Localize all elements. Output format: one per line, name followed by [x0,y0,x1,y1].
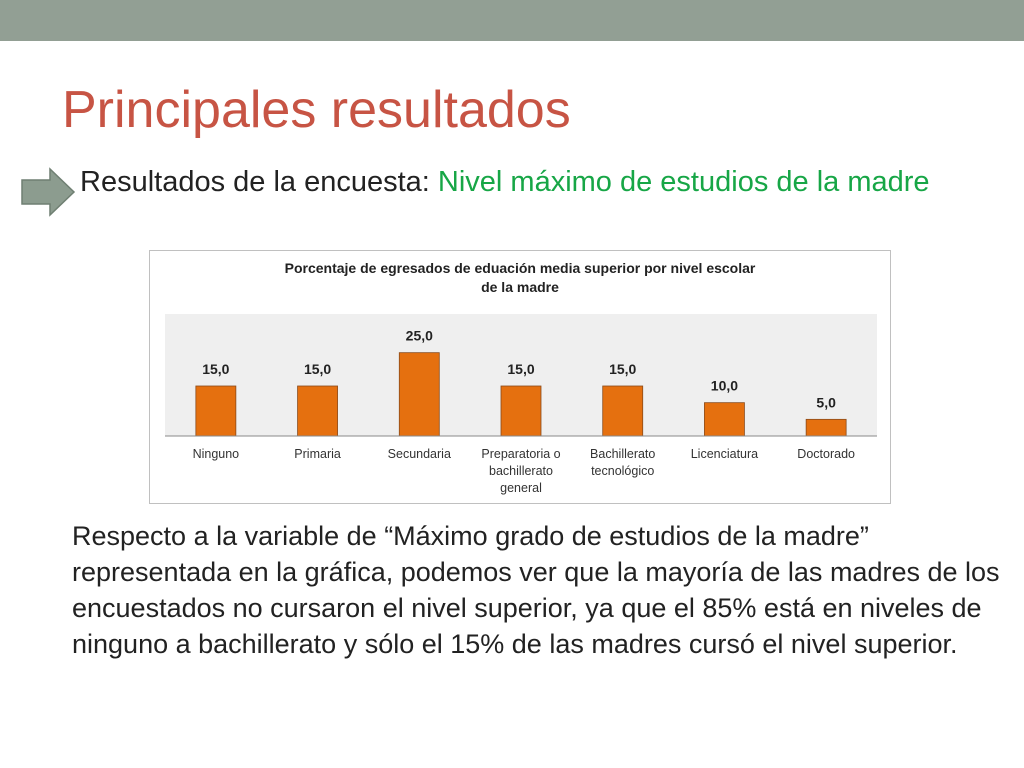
chart-title-line: Porcentaje de egresados de eduación medi… [285,260,756,276]
category-label-line: bachillerato [489,464,553,478]
data-label-2: 25,0 [406,328,433,344]
category-label-line: tecnológico [591,464,654,478]
category-label-5: Licenciatura [691,447,758,461]
top-bar [0,0,1024,41]
slide-title: Principales resultados [62,81,571,139]
bar-0 [195,385,237,437]
category-label-3: Preparatoria o bachillerato general [481,447,560,495]
category-label-line: Bachillerato [590,447,655,461]
chart-title-line: de la madre [481,279,559,295]
category-label-line: general [500,481,542,495]
data-label-0: 15,0 [202,361,229,377]
category-label-line: Preparatoria o [481,447,560,461]
bar-3 [500,385,542,437]
bar-chart: Porcentaje de egresados de eduación medi… [149,250,891,504]
category-label-line: Ninguno [193,447,240,461]
category-label-6: Doctorado [797,447,855,461]
body-text: Respecto a la variable de “Máximo grado … [72,521,1000,659]
category-label-2: Secundaria [388,447,451,461]
category-label-line: Licenciatura [691,447,758,461]
data-label-6: 5,0 [816,394,836,410]
data-label-3: 15,0 [507,361,534,377]
bar-4 [602,385,644,437]
category-label-line: Secundaria [388,447,451,461]
subtitle-highlight: Nivel máximo de estudios de la madre [437,166,930,198]
bar-5 [704,402,745,437]
category-label-0: Ninguno [193,447,240,461]
data-label-4: 15,0 [609,361,636,377]
subtitle: Resultados de la encuesta: Nivel máximo … [80,162,995,202]
chart-canvas: Porcentaje de egresados de eduación medi… [165,260,877,495]
bar-6 [805,418,847,437]
category-label-line: Primaria [294,447,341,461]
bar-1 [297,385,338,437]
category-label-1: Primaria [294,447,341,461]
data-label-5: 10,0 [711,378,738,394]
category-label-line: Doctorado [797,447,855,461]
bar-2 [398,352,440,437]
right-arrow-icon [21,167,76,217]
category-label-4: Bachillerato tecnológico [590,447,655,478]
data-label-1: 15,0 [304,361,331,377]
subtitle-prefix: Resultados de la encuesta: [80,166,438,198]
